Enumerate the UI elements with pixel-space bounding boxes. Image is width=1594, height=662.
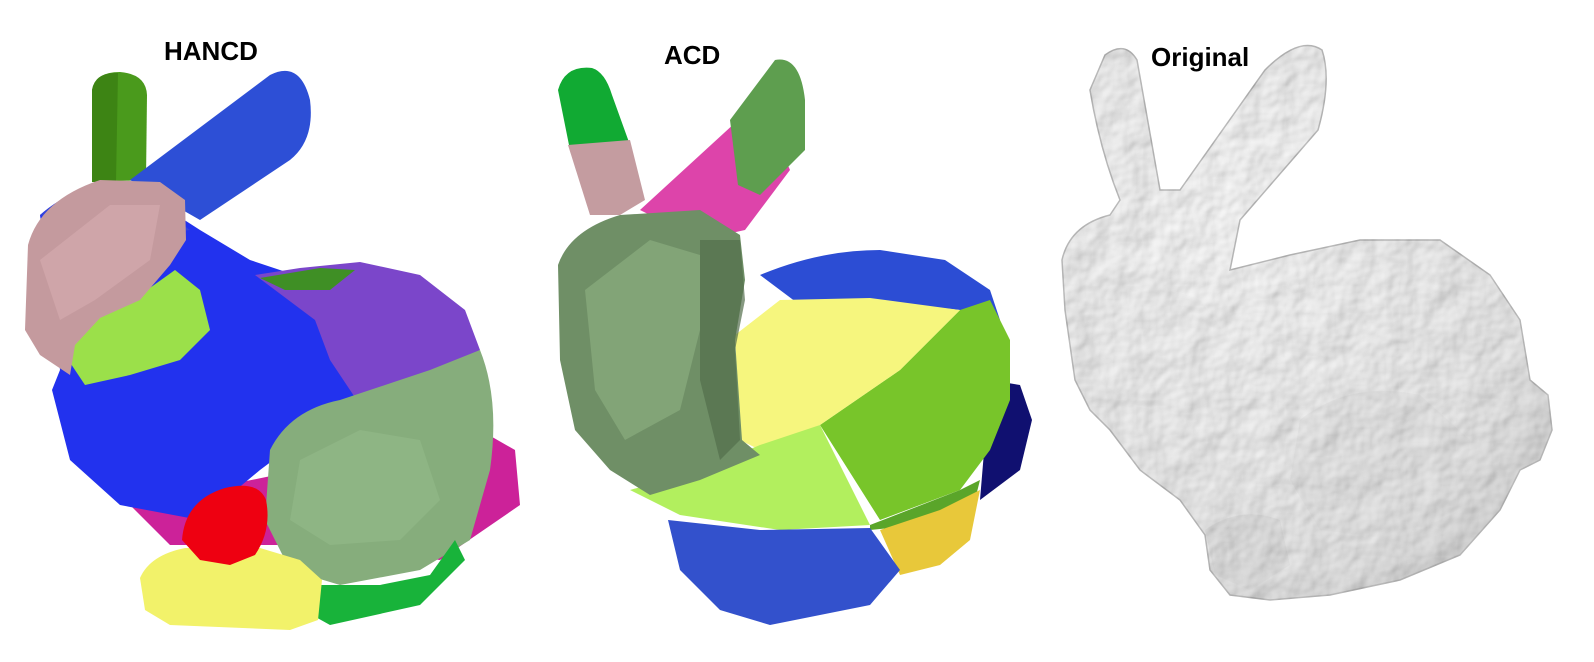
acd-yellow-body (735, 298, 960, 450)
acd-pink-gray-ear (568, 140, 645, 215)
original-title: Original (1151, 42, 1250, 72)
hancd-green-foot-segment (312, 540, 465, 625)
original-bunny (1061, 44, 1553, 601)
acd-green-ear (730, 59, 805, 195)
hancd-blue-ear (130, 70, 311, 220)
acd-bunny (558, 59, 1032, 625)
hancd-title: HANCD (164, 36, 258, 66)
acd-light-green-belly (630, 425, 870, 530)
hancd-red-paw (182, 485, 268, 565)
acd-green-ear-top (558, 67, 630, 150)
acd-yellow-paw (880, 490, 980, 575)
hancd-bunny (25, 70, 520, 630)
hancd-light-green-muzzle (65, 270, 210, 385)
acd-lime-haunch (820, 300, 1010, 520)
hancd-purple-segment (255, 262, 480, 405)
hancd-yellow-foot (140, 548, 322, 630)
acd-title: ACD (664, 40, 721, 70)
acd-blue-foot (668, 520, 900, 625)
